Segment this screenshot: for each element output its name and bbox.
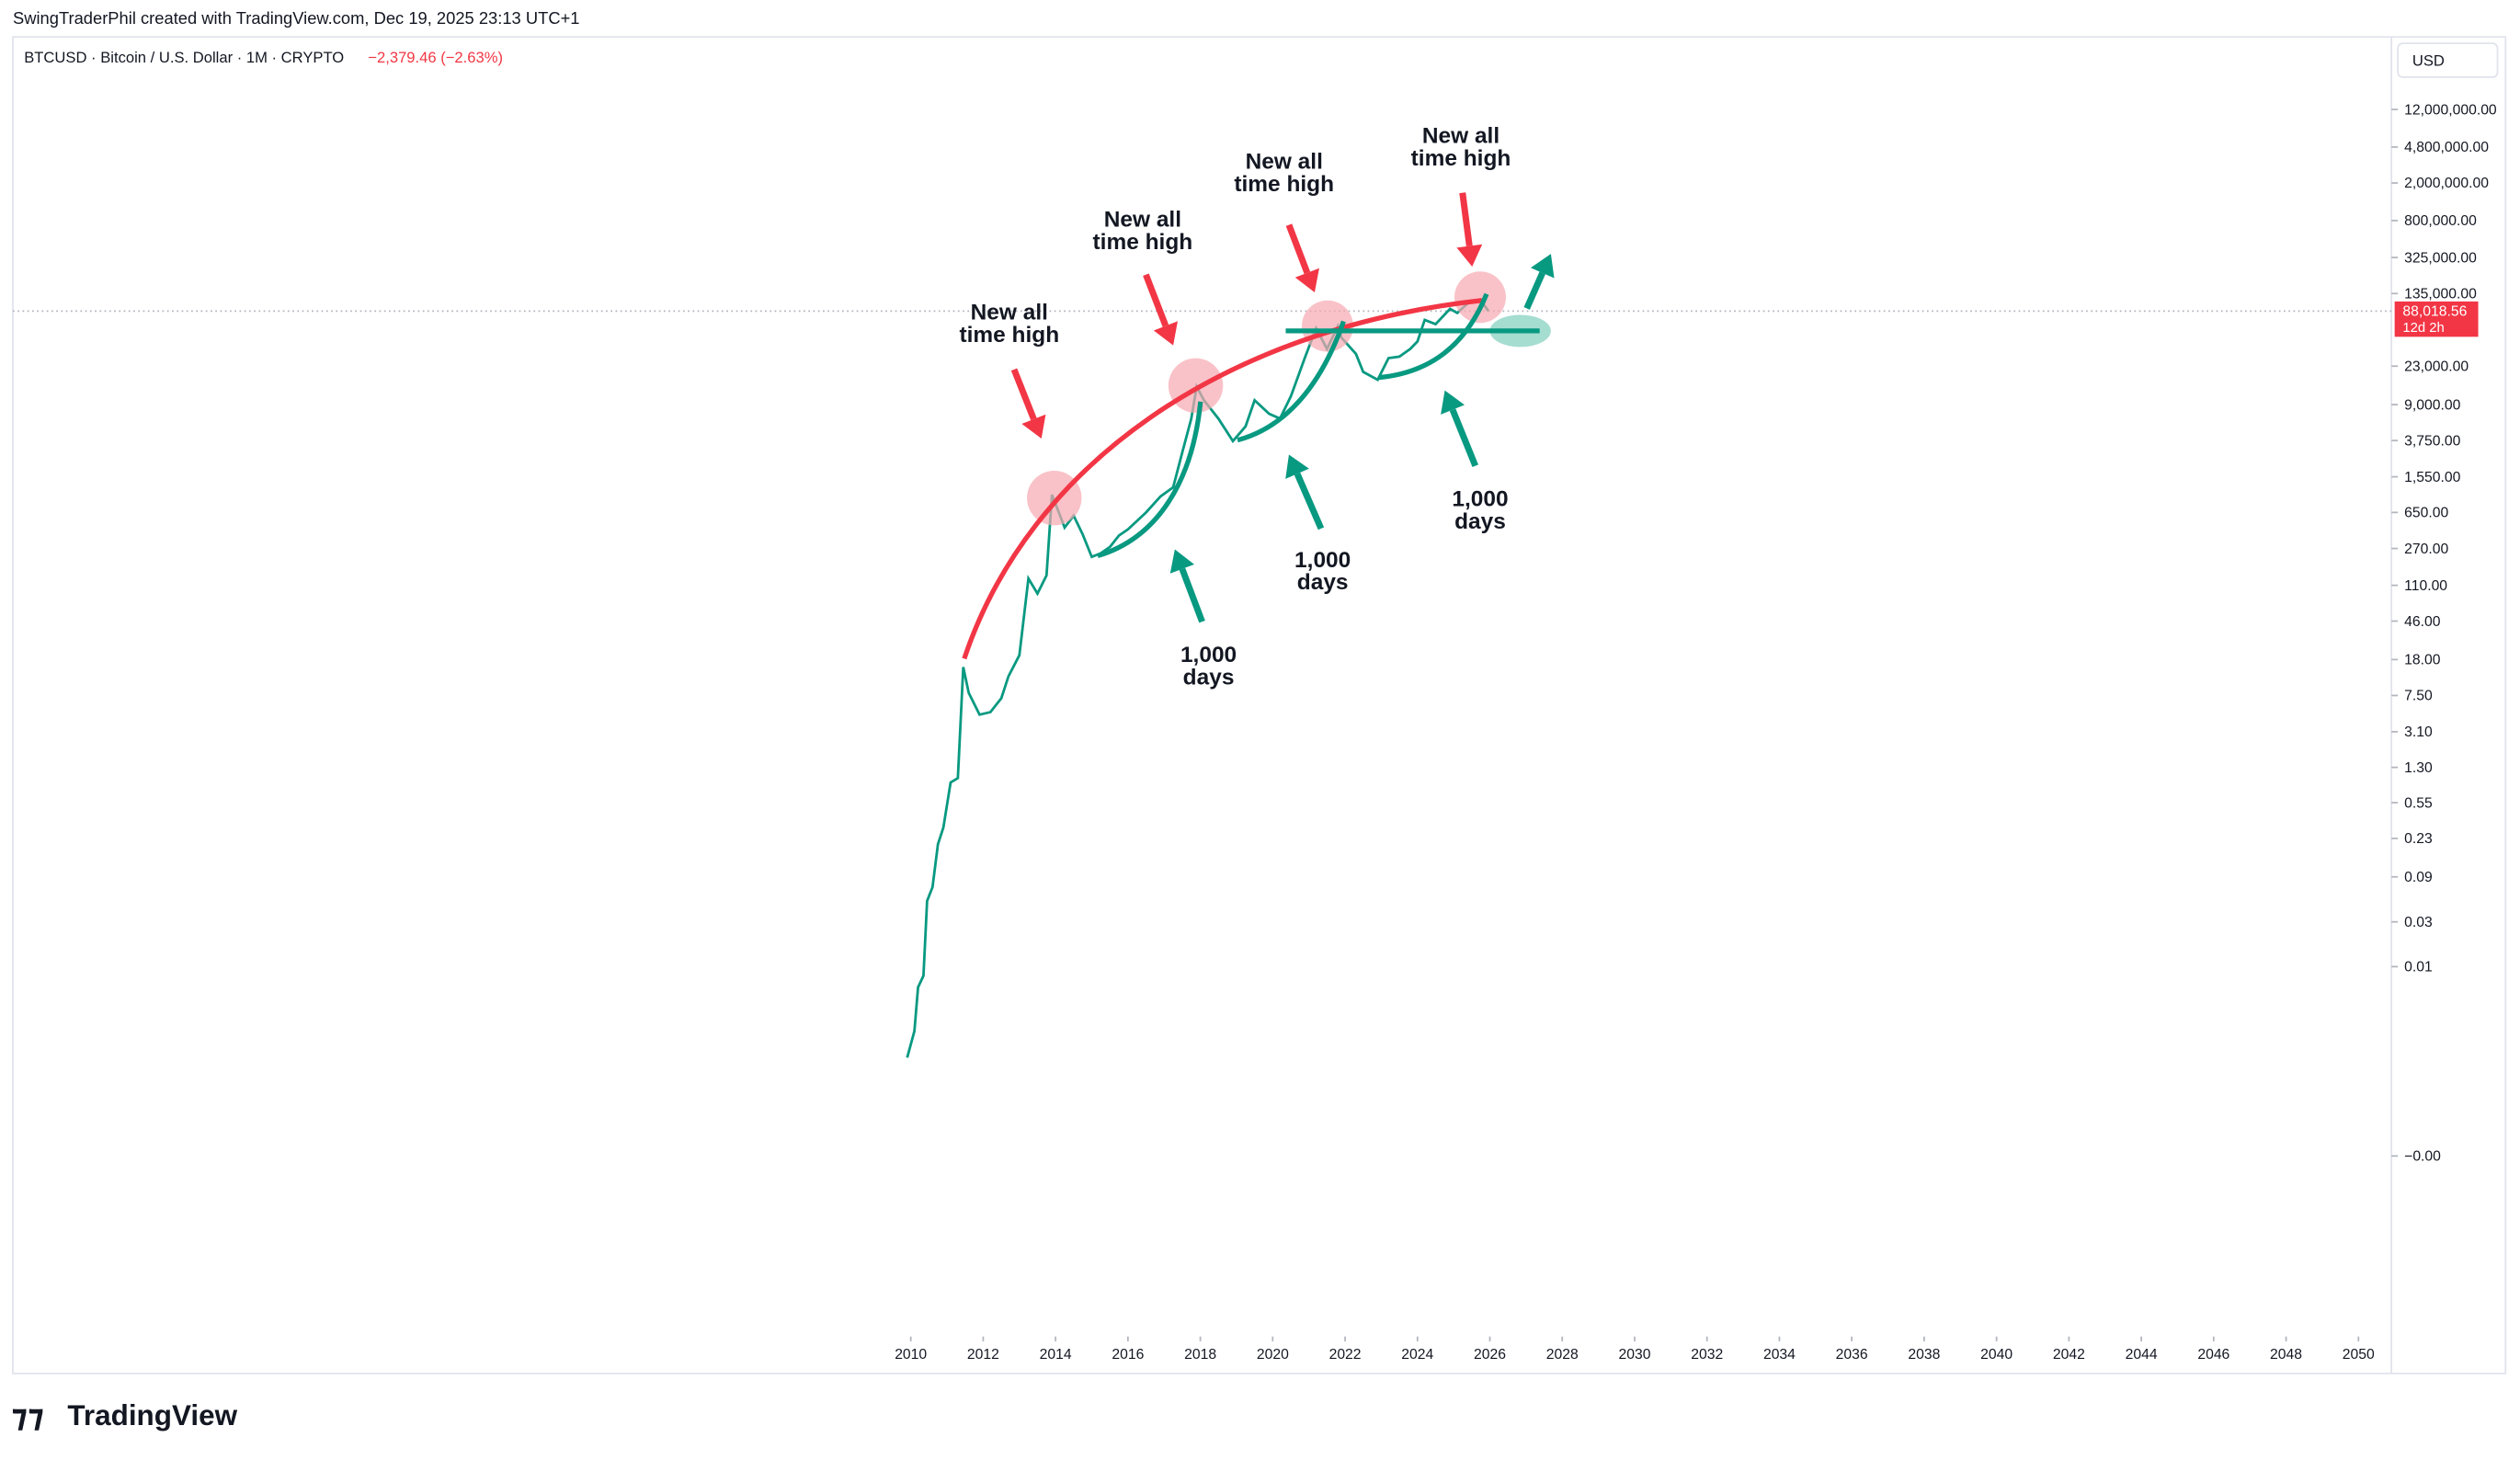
y-tick-label: 12,000,000.00	[2404, 102, 2497, 118]
y-tick-label: 1.30	[2404, 760, 2433, 776]
last-price-box	[2394, 301, 2479, 337]
annotation: 1,000	[1294, 548, 1351, 573]
y-tick-label: 0.23	[2404, 831, 2433, 847]
arrow-head	[1294, 268, 1319, 292]
annotation: New all	[1422, 124, 1499, 149]
x-tick-label: 2012	[967, 1347, 999, 1363]
arrow	[1459, 192, 1473, 246]
x-tick-label: 2050	[2343, 1347, 2375, 1363]
arrow	[1285, 223, 1311, 275]
annotation: time high	[959, 323, 1059, 348]
y-tick-label: 0.03	[2404, 915, 2433, 930]
arrow	[1449, 408, 1478, 468]
currency-button[interactable]	[2397, 42, 2499, 78]
annotation: 1,000	[1180, 643, 1237, 667]
logo: TradingView	[67, 1399, 237, 1431]
y-tick-label: 9,000.00	[2404, 397, 2460, 413]
y-tick-label: 270.00	[2404, 542, 2448, 557]
x-tick-label: 2016	[1112, 1347, 1144, 1363]
currency[interactable]: USD	[2412, 52, 2445, 70]
y-tick-label: 1,550.00	[2404, 470, 2460, 485]
y-tick-label: 3,750.00	[2404, 433, 2460, 449]
frame	[12, 36, 2507, 1374]
symbol: BTCUSD · Bitcoin / U.S. Dollar · 1M · CR…	[24, 49, 344, 66]
y-tick-label: 135,000.00	[2404, 287, 2477, 302]
arrow-head	[1153, 321, 1178, 346]
arrow-head	[1530, 254, 1555, 279]
arrow-head	[1169, 549, 1194, 574]
y-tick-label: 3.10	[2404, 724, 2433, 740]
y-tick-label: 650.00	[2404, 506, 2448, 521]
annotation: New all	[1104, 207, 1181, 232]
logo-mark: ⁊⁊	[11, 1398, 44, 1434]
x-tick-label: 2020	[1257, 1347, 1289, 1363]
annotation: time high	[1411, 146, 1511, 171]
x-tick-label: 2036	[1836, 1347, 1868, 1363]
x-tick-label: 2022	[1329, 1347, 1362, 1363]
x-tick-label: 2042	[2053, 1347, 2085, 1363]
annotation: days	[1183, 665, 1235, 690]
x-tick-label: 2028	[1546, 1347, 1579, 1363]
x-tick-label: 2034	[1763, 1347, 1796, 1363]
x-tick-label: 2048	[2270, 1347, 2302, 1363]
y-tick-label: 0.55	[2404, 795, 2433, 811]
annotation: days	[1297, 570, 1349, 595]
highlight-circle	[1454, 271, 1506, 324]
annotation: New all	[971, 301, 1048, 325]
x-tick-label: 2018	[1184, 1347, 1216, 1363]
arrow-head	[1456, 244, 1483, 268]
annotation: time high	[1093, 230, 1193, 255]
x-tick-label: 2010	[895, 1347, 927, 1363]
y-tick-label: 0.01	[2404, 960, 2433, 975]
arrow-head	[1441, 390, 1465, 415]
change: −2,379.46 (−2.63%)	[368, 49, 503, 66]
x-tick-label: 2038	[1908, 1347, 1940, 1363]
annotation: time high	[1234, 172, 1334, 197]
byline: SwingTraderPhil created with TradingView…	[13, 8, 580, 28]
last-price-label: 88,018.56	[2402, 304, 2467, 320]
arrow	[1523, 271, 1545, 310]
y-tick-label: 4,800,000.00	[2404, 140, 2489, 155]
countdown: 12d 2h	[2402, 321, 2444, 336]
arrow	[1010, 368, 1037, 421]
annotation: New all	[1246, 149, 1323, 174]
annotation: 1,000	[1452, 486, 1508, 511]
arrow	[1179, 567, 1205, 623]
arrow-head	[1285, 454, 1309, 479]
annotation: days	[1454, 509, 1506, 534]
y-tick-label: 0.09	[2404, 870, 2433, 885]
teal-curve	[1237, 320, 1346, 443]
y-tick-label: 46.00	[2404, 614, 2441, 630]
x-tick-label: 2026	[1474, 1347, 1506, 1363]
highlight-circle	[1168, 358, 1224, 414]
x-tick-label: 2040	[1980, 1347, 2013, 1363]
y-tick-label: 800,000.00	[2404, 213, 2477, 229]
drawings	[962, 192, 1555, 660]
arrow	[1294, 472, 1325, 530]
teal-curve	[1097, 401, 1203, 559]
x-tick-label: 2044	[2126, 1347, 2158, 1363]
x-tick-label: 2014	[1040, 1347, 1072, 1363]
x-tick-label: 2046	[2197, 1347, 2229, 1363]
y-tick-label: 325,000.00	[2404, 250, 2477, 266]
y-tick-label: 7.50	[2404, 689, 2433, 704]
arrow	[1143, 273, 1169, 327]
y-tick-label: −0.00	[2404, 1149, 2441, 1165]
teal-curve	[1378, 292, 1489, 381]
x-tick-label: 2032	[1691, 1347, 1723, 1363]
x-tick-label: 2024	[1401, 1347, 1433, 1363]
y-tick-label: 2,000,000.00	[2404, 176, 2489, 191]
y-tick-label: 18.00	[2404, 653, 2441, 668]
x-tick-label: 2030	[1618, 1347, 1650, 1363]
y-tick-label: 23,000.00	[2404, 359, 2469, 374]
arrow-head	[1021, 414, 1046, 439]
y-tick-label: 110.00	[2404, 578, 2447, 594]
price-line	[906, 299, 1490, 1058]
red-arc	[962, 298, 1483, 660]
